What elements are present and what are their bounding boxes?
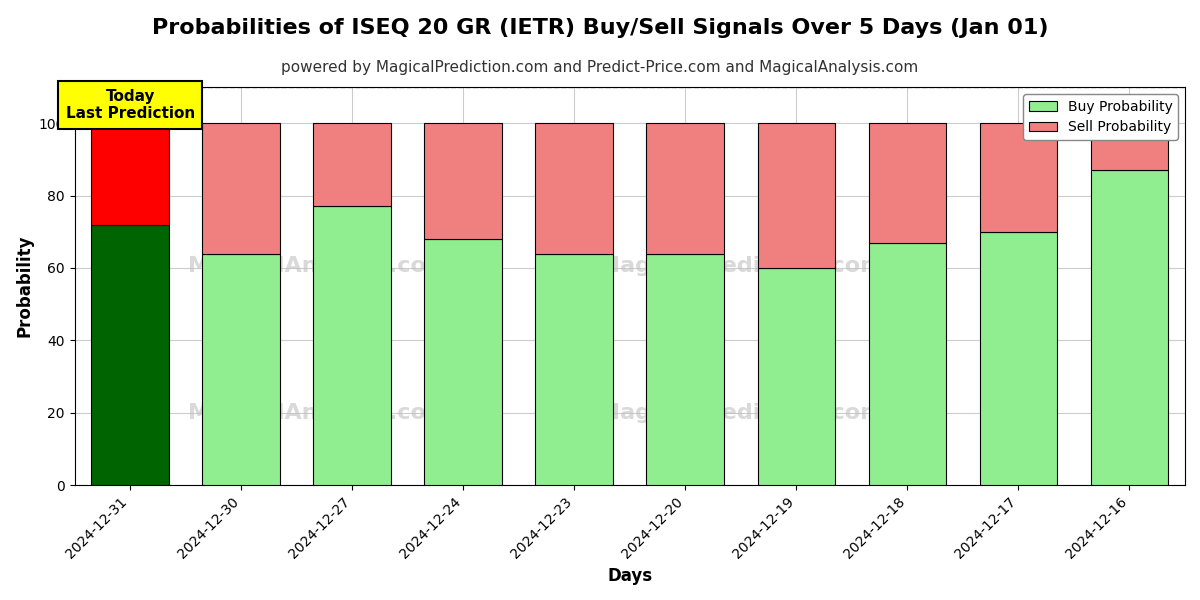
Text: Probabilities of ISEQ 20 GR (IETR) Buy/Sell Signals Over 5 Days (Jan 01): Probabilities of ISEQ 20 GR (IETR) Buy/S… [151, 18, 1049, 38]
Bar [203, 123, 280, 254]
Bar [425, 239, 502, 485]
Bar [91, 224, 169, 485]
Bar [313, 206, 391, 485]
Bar [91, 123, 169, 224]
Bar [647, 254, 725, 485]
Bar [869, 242, 947, 485]
Bar [979, 232, 1057, 485]
Bar [979, 123, 1057, 232]
Text: Today
Last Prediction: Today Last Prediction [66, 89, 194, 121]
Y-axis label: Probability: Probability [16, 235, 34, 337]
Text: MagicalPrediction.com: MagicalPrediction.com [598, 256, 883, 276]
Bar [1091, 170, 1169, 485]
Bar [647, 123, 725, 254]
X-axis label: Days: Days [607, 567, 653, 585]
Text: MagicalAnalysis.com: MagicalAnalysis.com [188, 256, 450, 276]
Bar [1091, 123, 1169, 170]
Bar [203, 254, 280, 485]
Bar [535, 123, 613, 254]
Text: powered by MagicalPrediction.com and Predict-Price.com and MagicalAnalysis.com: powered by MagicalPrediction.com and Pre… [281, 60, 919, 75]
Legend: Buy Probability, Sell Probability: Buy Probability, Sell Probability [1024, 94, 1178, 140]
Bar [313, 123, 391, 206]
Bar [757, 268, 835, 485]
Bar [425, 123, 502, 239]
Bar [535, 254, 613, 485]
Text: MagicalAnalysis.com: MagicalAnalysis.com [188, 403, 450, 424]
Bar [869, 123, 947, 242]
Text: MagicalPrediction.com: MagicalPrediction.com [598, 403, 883, 424]
Bar [757, 123, 835, 268]
